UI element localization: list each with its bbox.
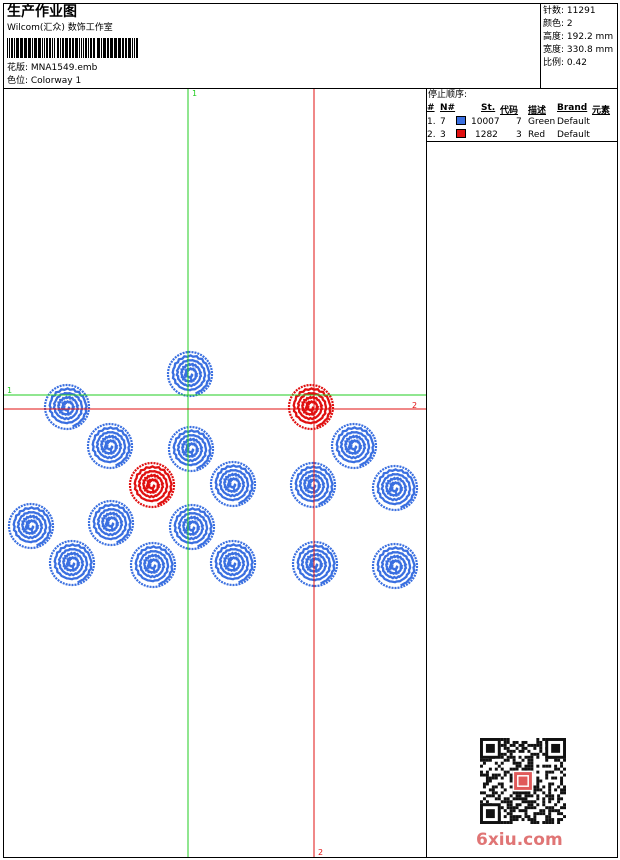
- site-watermark: 6xiu.com: [476, 830, 563, 850]
- blue-spiral-motif: [291, 540, 339, 588]
- blue-spiral-motif: [129, 541, 177, 589]
- red-spiral-motif: [128, 461, 176, 509]
- col-desc: 描述: [528, 106, 547, 116]
- header-stats-divider: [540, 3, 541, 89]
- col-hash: #: [427, 103, 435, 113]
- sheet-border: [3, 3, 618, 858]
- red-spiral-motif: [287, 383, 335, 431]
- stat-scale: 比例: 0.42: [543, 58, 587, 68]
- blue-spiral-motif: [166, 350, 214, 398]
- blue-spiral-motif: [48, 539, 96, 587]
- stop-sequence-title: 停止顺序:: [428, 90, 468, 100]
- blue-spiral-motif: [86, 422, 134, 470]
- guide-label-green-left: 1: [7, 386, 12, 395]
- blue-spiral-motif: [371, 464, 419, 512]
- studio-name: Wilcom(汇众) 数饰工作室: [7, 23, 113, 33]
- blue-spiral-motif: [167, 425, 215, 473]
- page-title: 生产作业图: [7, 4, 77, 20]
- stat-height: 高度: 192.2 mm: [543, 32, 614, 42]
- guide-label-red-bottom: 2: [318, 848, 323, 857]
- colorway: 色位: Colorway 1: [7, 76, 82, 86]
- stat-colors: 颜色: 2: [543, 19, 573, 29]
- blue-spiral-motif: [87, 499, 135, 547]
- blue-spiral-motif: [7, 502, 55, 550]
- stat-stitches: 针数: 11291: [543, 6, 596, 16]
- col-code: 代码: [500, 106, 519, 116]
- blue-spiral-motif: [209, 539, 257, 587]
- color-swatch-red: [456, 129, 466, 138]
- design-file: 花版: MNA1549.emb: [7, 63, 98, 73]
- barcode-image: [7, 38, 138, 58]
- header-divider: [3, 88, 618, 89]
- blue-spiral-motif: [371, 542, 419, 590]
- color-table-divider: [426, 141, 618, 142]
- sidebar-divider: [426, 88, 427, 858]
- blue-spiral-motif: [289, 461, 337, 509]
- col-brand: Brand: [557, 103, 588, 113]
- embroidery-design: [7, 350, 419, 590]
- blue-spiral-motif: [330, 422, 378, 470]
- qr-code: [480, 738, 566, 824]
- blue-spiral-motif: [43, 383, 91, 431]
- stat-width: 宽度: 330.8 mm: [543, 45, 614, 55]
- col-number: N#: [440, 103, 456, 113]
- embroidery-preview: 1 1 2 2: [4, 89, 426, 857]
- guide-label-red-right: 2: [412, 401, 417, 410]
- guide-label-green-top: 1: [192, 89, 197, 98]
- col-element: 元素: [592, 106, 611, 116]
- blue-spiral-motif: [168, 503, 216, 551]
- color-swatch-blue: [456, 116, 466, 125]
- col-stitches: St.: [481, 103, 496, 113]
- blue-spiral-motif: [209, 460, 257, 508]
